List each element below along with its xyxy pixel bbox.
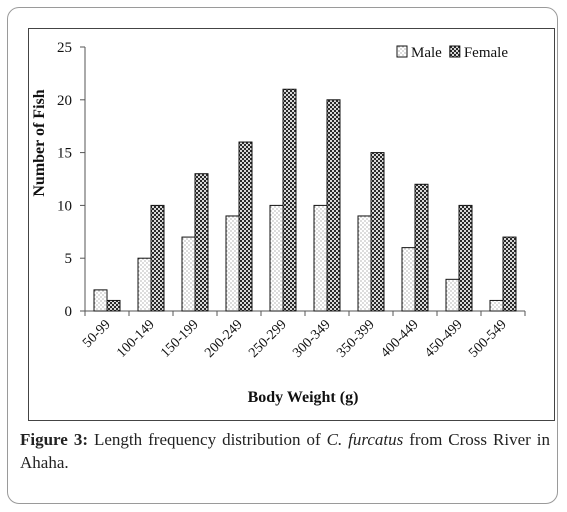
y-tick-label: 10 (57, 198, 72, 214)
x-tick-label: 200-249 (202, 317, 246, 361)
bar-female-450-499 (458, 204, 473, 312)
y-tick-label: 5 (65, 251, 73, 267)
bar-male-400-449 (401, 247, 416, 312)
figure-caption: Figure 3: Length frequency distribution … (20, 428, 550, 474)
caption-text-after: from Cross River in Ahaha. (20, 430, 550, 472)
legend-swatch-female (449, 45, 461, 58)
legend: Male Female (396, 45, 508, 61)
y-tick-label: 0 (65, 304, 73, 320)
bars (93, 88, 517, 312)
x-tick-label: 150-199 (158, 317, 202, 361)
bar-female-400-449 (414, 183, 429, 312)
bar-male-500-549 (489, 299, 504, 312)
x-tick-label: 100-149 (114, 317, 158, 361)
x-tick-label: 450-499 (422, 317, 466, 361)
x-tick-label: 350-399 (334, 317, 378, 361)
bar-male-350-399 (357, 215, 372, 312)
bar-female-350-399 (370, 152, 385, 312)
y-axis-label: Number of Fish (31, 89, 48, 196)
bar-female-200-249 (238, 141, 253, 312)
bar-male-50-99 (93, 289, 108, 312)
bar-male-300-349 (313, 204, 328, 312)
caption-label: Figure 3: (20, 430, 88, 449)
x-tick-label: 250-299 (246, 317, 290, 361)
x-tick-label: 50-99 (80, 317, 114, 351)
legend-label-female: Female (464, 45, 508, 61)
legend-swatch-male (396, 45, 408, 58)
y-tick-label: 25 (57, 40, 72, 56)
x-tick-label: 500-549 (466, 317, 510, 361)
bar-female-50-99 (106, 299, 121, 312)
x-axis-label: Body Weight (g) (248, 389, 359, 406)
x-tick-label: 400-449 (378, 317, 422, 361)
y-tick-label: 15 (57, 146, 72, 162)
legend-label-male: Male (411, 45, 442, 61)
bar-male-450-499 (445, 278, 460, 312)
bar-male-250-299 (269, 204, 284, 312)
x-tick-label: 300-349 (290, 317, 334, 361)
y-tick-label: 20 (57, 93, 72, 109)
bar-male-200-249 (225, 215, 240, 312)
bar-male-150-199 (181, 236, 196, 312)
caption-text-before: Length frequency distribution of (88, 430, 327, 449)
bar-female-150-199 (194, 173, 209, 312)
bar-female-300-349 (326, 99, 341, 312)
bar-female-500-549 (502, 236, 517, 312)
caption-species: C. furcatus (326, 430, 404, 449)
bar-female-250-299 (282, 88, 297, 312)
bar-male-100-149 (137, 257, 152, 312)
bar-female-100-149 (150, 204, 165, 312)
